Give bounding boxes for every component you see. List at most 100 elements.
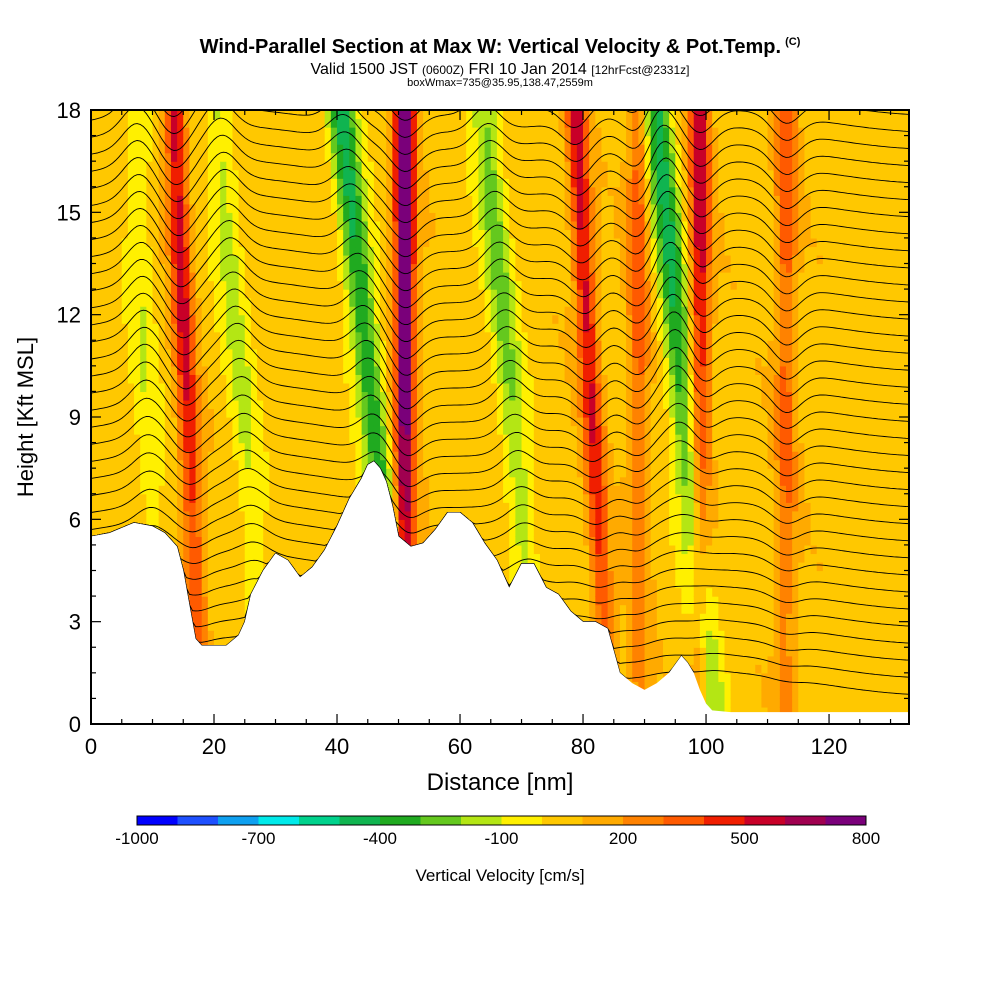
heatmap-cell bbox=[293, 186, 301, 196]
heatmap-cell bbox=[330, 203, 338, 213]
heatmap-cell bbox=[152, 280, 160, 290]
heatmap-cell bbox=[97, 493, 104, 503]
heatmap-cell bbox=[355, 476, 363, 486]
heatmap-cell bbox=[410, 391, 418, 401]
heatmap-cell bbox=[97, 374, 104, 384]
heatmap-cell bbox=[386, 399, 393, 410]
heatmap-cell bbox=[398, 169, 406, 179]
heatmap-cell bbox=[447, 348, 455, 358]
heatmap-cell bbox=[496, 536, 504, 546]
heatmap-cell bbox=[207, 161, 215, 171]
heatmap-cell bbox=[226, 220, 234, 230]
heatmap-cell bbox=[170, 195, 178, 205]
heatmap-cell bbox=[109, 425, 117, 435]
heatmap-cell bbox=[453, 399, 461, 410]
heatmap-cell bbox=[367, 272, 375, 282]
heatmap-cell bbox=[466, 254, 473, 265]
heatmap-cell bbox=[447, 118, 455, 128]
heatmap-cell bbox=[103, 161, 111, 171]
heatmap-cell bbox=[269, 391, 277, 401]
heatmap-cell bbox=[121, 169, 129, 179]
heatmap-cell bbox=[170, 110, 178, 120]
heatmap-cell bbox=[103, 220, 111, 230]
heatmap-cell bbox=[300, 553, 307, 563]
heatmap-cell bbox=[158, 127, 166, 137]
heatmap-cell bbox=[195, 536, 203, 546]
heatmap-cell bbox=[275, 220, 283, 230]
heatmap-cell bbox=[263, 186, 270, 196]
heatmap-cell bbox=[170, 212, 178, 222]
heatmap-cell bbox=[404, 365, 412, 375]
heatmap-cell bbox=[337, 289, 344, 299]
heatmap-cell bbox=[220, 604, 227, 614]
heatmap-cell bbox=[226, 169, 234, 179]
heatmap-cell bbox=[152, 348, 160, 358]
heatmap-cell bbox=[484, 365, 492, 375]
heatmap-cell bbox=[355, 408, 363, 418]
heatmap-cell bbox=[349, 425, 357, 435]
heatmap-cell bbox=[355, 246, 363, 256]
heatmap-cell bbox=[189, 374, 197, 384]
heatmap-cell bbox=[355, 110, 363, 120]
heatmap-cell bbox=[244, 118, 252, 128]
heatmap-cell bbox=[177, 348, 184, 358]
heatmap-cell bbox=[158, 306, 166, 316]
heatmap-cell bbox=[423, 323, 430, 333]
heatmap-cell bbox=[466, 144, 473, 154]
heatmap-cell bbox=[140, 374, 147, 384]
heatmap-cell bbox=[263, 263, 270, 273]
heatmap-cell bbox=[97, 254, 104, 265]
heatmap-cell bbox=[355, 272, 363, 282]
heatmap-cell bbox=[214, 110, 221, 120]
heatmap-cell bbox=[140, 434, 147, 444]
heatmap-cell bbox=[380, 297, 387, 307]
heatmap-cell bbox=[472, 357, 480, 367]
heatmap-cell bbox=[158, 237, 166, 248]
heatmap-cell bbox=[201, 527, 209, 537]
heatmap-cell bbox=[232, 434, 240, 444]
heatmap-cell bbox=[404, 536, 412, 546]
heatmap-cell bbox=[404, 374, 412, 384]
heatmap-cell bbox=[146, 314, 154, 324]
heatmap-cell bbox=[220, 212, 227, 222]
heatmap-cell bbox=[232, 382, 240, 393]
heatmap-cell bbox=[214, 434, 221, 444]
heatmap-cell bbox=[423, 365, 430, 375]
heatmap-cell bbox=[361, 314, 369, 324]
heatmap-cell bbox=[238, 570, 246, 580]
heatmap-cell bbox=[441, 451, 449, 461]
heatmap-cell bbox=[343, 468, 350, 478]
heatmap-cell bbox=[146, 417, 154, 427]
heatmap-cell bbox=[121, 468, 129, 478]
heatmap-cell bbox=[416, 442, 424, 452]
heatmap-cell bbox=[238, 152, 246, 162]
heatmap-cell bbox=[275, 254, 283, 265]
heatmap-cell bbox=[158, 391, 166, 401]
heatmap-cell bbox=[343, 365, 350, 375]
heatmap-cell bbox=[435, 425, 443, 435]
heatmap-cell bbox=[435, 459, 443, 469]
heatmap-cell bbox=[214, 212, 221, 222]
heatmap-cell bbox=[103, 382, 111, 393]
heatmap-cell bbox=[201, 212, 209, 222]
heatmap-cell bbox=[91, 459, 98, 469]
heatmap-cell bbox=[170, 451, 178, 461]
heatmap-cell bbox=[91, 323, 98, 333]
heatmap-cell bbox=[429, 442, 437, 452]
heatmap-cell bbox=[189, 289, 197, 299]
heatmap-cell bbox=[140, 195, 147, 205]
heatmap-cell bbox=[257, 314, 264, 324]
heatmap-cell bbox=[97, 110, 104, 120]
heatmap-cell bbox=[398, 152, 406, 162]
heatmap-cell bbox=[103, 144, 111, 154]
heatmap-cell bbox=[207, 246, 215, 256]
heatmap-cell bbox=[509, 476, 516, 486]
heatmap-cell bbox=[152, 212, 160, 222]
heatmap-cell bbox=[201, 434, 209, 444]
heatmap-cell bbox=[275, 493, 283, 503]
heatmap-cell bbox=[398, 425, 406, 435]
heatmap-cell bbox=[207, 297, 215, 307]
heatmap-cell bbox=[257, 331, 264, 341]
heatmap-cell bbox=[164, 263, 172, 273]
heatmap-cell bbox=[478, 451, 486, 461]
